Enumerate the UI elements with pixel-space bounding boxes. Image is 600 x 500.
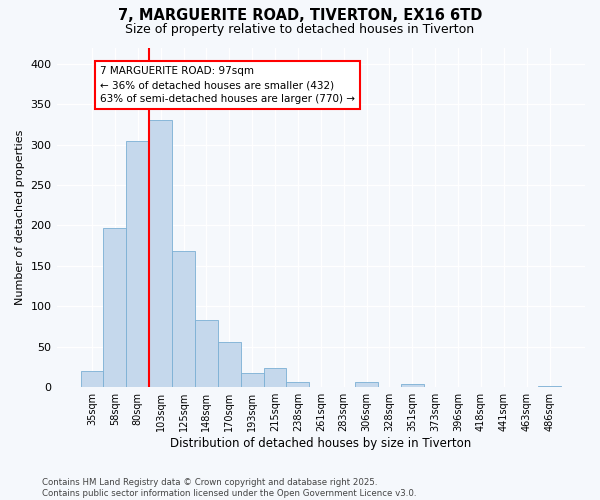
- Bar: [286, 382, 310, 387]
- Bar: [172, 252, 195, 387]
- Bar: [355, 382, 378, 387]
- X-axis label: Distribution of detached houses by size in Tiverton: Distribution of detached houses by size …: [170, 437, 472, 450]
- Bar: [127, 140, 149, 387]
- Bar: [103, 228, 127, 387]
- Bar: [241, 372, 263, 387]
- Bar: [218, 342, 241, 387]
- Bar: [80, 371, 103, 387]
- Text: Contains HM Land Registry data © Crown copyright and database right 2025.
Contai: Contains HM Land Registry data © Crown c…: [42, 478, 416, 498]
- Bar: [149, 120, 172, 387]
- Text: 7, MARGUERITE ROAD, TIVERTON, EX16 6TD: 7, MARGUERITE ROAD, TIVERTON, EX16 6TD: [118, 8, 482, 22]
- Bar: [263, 368, 286, 387]
- Bar: [538, 386, 561, 387]
- Text: Size of property relative to detached houses in Tiverton: Size of property relative to detached ho…: [125, 22, 475, 36]
- Text: 7 MARGUERITE ROAD: 97sqm
← 36% of detached houses are smaller (432)
63% of semi-: 7 MARGUERITE ROAD: 97sqm ← 36% of detach…: [100, 66, 355, 104]
- Bar: [401, 384, 424, 387]
- Bar: [195, 320, 218, 387]
- Y-axis label: Number of detached properties: Number of detached properties: [15, 130, 25, 305]
